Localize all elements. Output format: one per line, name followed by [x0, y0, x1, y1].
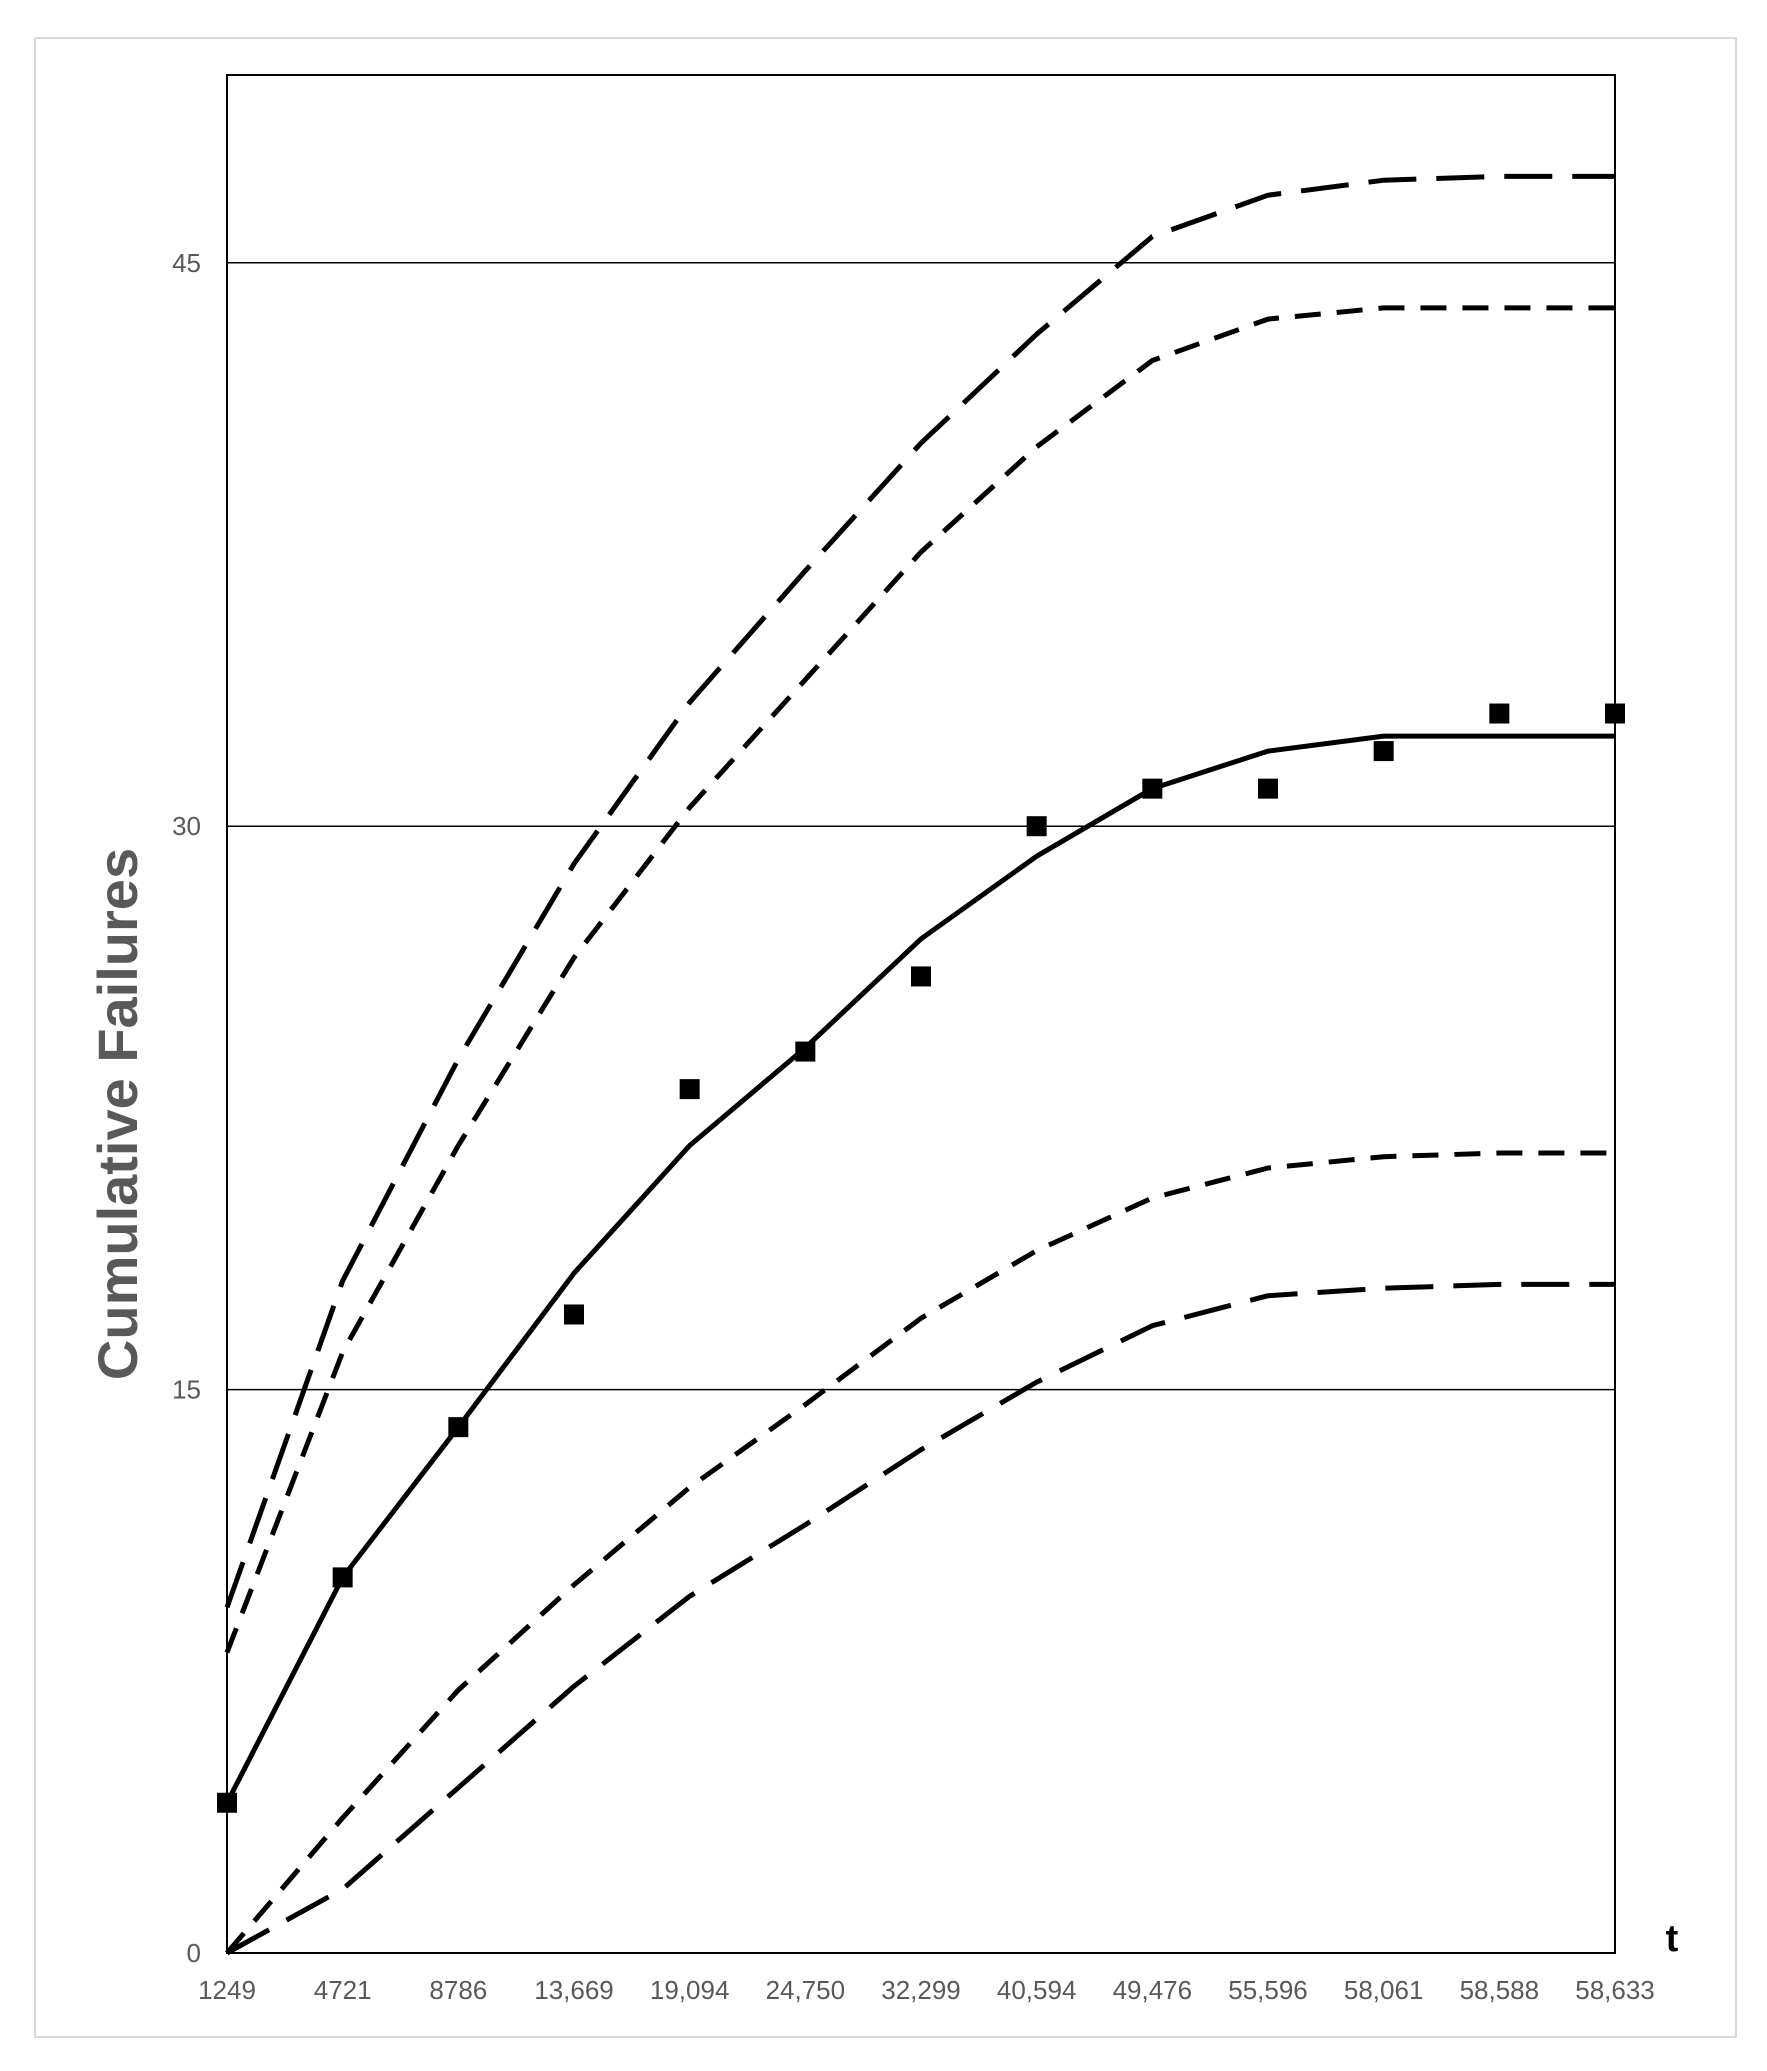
x-tick-label: 40,594 — [997, 1975, 1077, 2005]
data-point — [1026, 816, 1047, 837]
x-tick-label: 13,669 — [534, 1975, 614, 2005]
data-point — [1142, 778, 1163, 799]
data-point — [564, 1304, 584, 1325]
data-point — [795, 1041, 816, 1062]
series-line-solid-1 — [224, 733, 1615, 1804]
y-tick-labels: 0 15 30 45 — [172, 248, 201, 1968]
plot-area — [226, 74, 1616, 1954]
x-tick-label: 8786 — [429, 1975, 487, 2005]
gridlines — [227, 262, 1615, 1391]
y-tick-label: 45 — [172, 248, 201, 278]
data-point — [1489, 703, 1510, 724]
x-tick-label: 19,094 — [650, 1975, 730, 2005]
chart-frame — [34, 37, 1737, 2038]
data-point — [679, 1079, 700, 1100]
data-markers — [217, 703, 1625, 1813]
x-tick-label: 1249 — [198, 1975, 256, 2005]
x-tick-label: 55,596 — [1228, 1975, 1308, 2005]
x-tick-label: 58,061 — [1344, 1975, 1424, 2005]
x-tick-label: 32,299 — [881, 1975, 961, 2005]
x-tick-label: 58,633 — [1575, 1975, 1655, 2005]
data-point — [1373, 741, 1394, 762]
y-tick-label: 15 — [172, 1375, 201, 1405]
x-tick-labels: 1249 4721 8786 13,669 19,094 24,750 32,299 40,5… — [198, 1975, 1655, 2005]
data-point — [217, 1792, 237, 1813]
y-tick-label: 0 — [187, 1938, 201, 1968]
data-point — [332, 1567, 353, 1588]
series-line-short-dash-3 — [224, 305, 1615, 1654]
series-line-short-dash-4 — [225, 1150, 1615, 1955]
x-tick-label: 4721 — [314, 1975, 372, 2005]
x-tick-label: 58,588 — [1460, 1975, 1540, 2005]
data-point — [911, 966, 931, 987]
data-point — [448, 1417, 469, 1438]
series-lines — [224, 173, 1615, 1956]
y-axis-title: Cumulative Failures — [86, 848, 149, 1380]
data-point — [1258, 778, 1278, 799]
x-tick-label: 24,750 — [766, 1975, 846, 2005]
x-tick-label: 49,476 — [1113, 1975, 1193, 2005]
series-line-long-dash-2 — [224, 173, 1615, 1609]
y-tick-label: 30 — [172, 811, 201, 841]
series-line-long-dash-5 — [225, 1281, 1615, 1956]
data-point — [1605, 703, 1625, 724]
x-axis-title: t — [1666, 1918, 1679, 1960]
